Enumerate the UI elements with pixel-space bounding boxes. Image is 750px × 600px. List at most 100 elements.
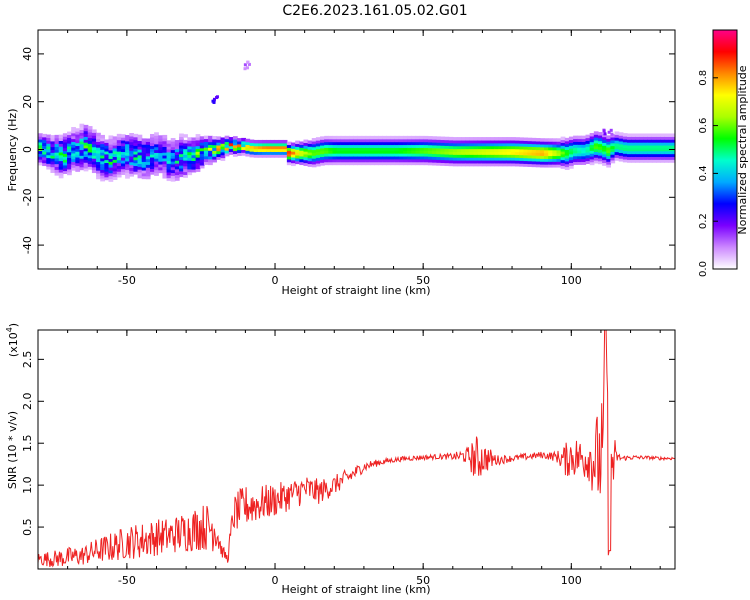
heatmap-cell <box>647 139 653 143</box>
heatmap-cell <box>448 145 454 149</box>
heatmap-cell <box>656 133 661 137</box>
heatmap-cell <box>216 150 222 155</box>
heatmap-cell <box>498 154 504 158</box>
heatmap-cell <box>203 138 209 142</box>
heatmap-cell <box>651 150 657 155</box>
heatmap-cell <box>208 161 213 166</box>
heatmap-cell <box>50 143 56 148</box>
heatmap-cell <box>62 170 68 174</box>
heatmap-cell <box>643 136 649 140</box>
heatmap-cell <box>203 155 209 160</box>
heatmap-cell <box>373 141 379 146</box>
heatmap-cell <box>278 154 284 158</box>
heatmap-cell <box>647 159 653 163</box>
heatmap-cell <box>444 139 450 144</box>
heatmap-cell <box>672 142 675 146</box>
heatmap-cell <box>149 151 155 155</box>
heatmap-cell <box>253 142 259 147</box>
heatmap-cell <box>357 155 363 160</box>
heatmap-cell <box>448 162 454 167</box>
heatmap-cell <box>83 159 89 163</box>
heatmap-cell <box>54 140 60 145</box>
heatmap-cell <box>145 144 151 148</box>
heatmap-cell <box>100 160 105 165</box>
heatmap-cell <box>75 145 81 149</box>
heatmap-cell <box>485 139 491 144</box>
heatmap-cell <box>174 168 180 173</box>
heatmap-cell <box>83 139 89 143</box>
heatmap-cell <box>610 157 616 161</box>
heatmap-cell <box>610 151 616 155</box>
heatmap-cell <box>307 140 313 144</box>
heatmap-cell <box>589 138 595 143</box>
heatmap-cell <box>635 156 641 160</box>
heatmap-cell <box>141 175 147 180</box>
heatmap-cell <box>216 147 222 152</box>
heatmap-cell <box>332 135 338 140</box>
heatmap-cell <box>382 161 388 166</box>
heatmap-cell <box>75 159 81 164</box>
heatmap-cell <box>535 149 541 153</box>
heatmap-cell <box>456 137 462 141</box>
heatmap-cell <box>87 157 93 162</box>
heatmap-cell <box>349 161 354 166</box>
heatmap-cell <box>282 145 288 150</box>
heatmap-cell <box>58 151 64 156</box>
heatmap-cell <box>668 136 674 140</box>
heatmap-cell <box>62 161 68 166</box>
heatmap-cell <box>170 155 176 159</box>
heatmap-cell <box>660 142 665 146</box>
heatmap-cell <box>133 171 139 175</box>
heatmap-cell <box>390 141 396 146</box>
heatmap-cell <box>498 145 504 150</box>
heatmap-cell <box>295 157 300 162</box>
heatmap-cell <box>469 157 475 161</box>
heatmap-cell <box>315 160 321 164</box>
heatmap-cell <box>83 165 89 169</box>
heatmap-cell <box>112 139 118 143</box>
heatmap-cell <box>112 173 118 178</box>
heatmap-cell <box>108 141 114 145</box>
heatmap-cell <box>407 147 412 151</box>
heatmap-cell <box>382 138 388 143</box>
heatmap-cell <box>174 142 180 147</box>
spectrogram-y-tick-label: 40 <box>21 47 34 61</box>
heatmap-cell <box>506 142 512 147</box>
heatmap-cell <box>552 138 558 142</box>
heatmap-cell <box>112 144 118 149</box>
heatmap-cell <box>614 140 620 144</box>
heatmap-cell <box>378 150 383 154</box>
heatmap-cell <box>174 174 180 178</box>
heatmap-cell <box>403 144 408 148</box>
heatmap-cell <box>75 154 81 158</box>
heatmap-cell <box>357 158 363 163</box>
heatmap-cell <box>581 149 587 154</box>
heatmap-cell <box>349 155 354 160</box>
heatmap-cell <box>137 134 143 139</box>
heatmap-cell <box>253 139 259 144</box>
heatmap-cell <box>403 158 408 163</box>
heatmap-cell <box>444 151 450 155</box>
heatmap-cell <box>299 150 305 154</box>
heatmap-cell <box>120 151 126 155</box>
heatmap-cell <box>577 144 582 148</box>
heatmap-cell <box>50 169 56 173</box>
heatmap-cell <box>643 156 649 160</box>
heatmap-cell <box>465 145 470 150</box>
heatmap-cell <box>42 133 47 138</box>
snr-frame <box>37 329 676 570</box>
heatmap-cell <box>187 160 193 164</box>
heatmap-cell <box>104 148 110 152</box>
heatmap-cell <box>274 139 280 144</box>
heatmap-cell <box>116 173 122 178</box>
heatmap-cell <box>539 143 545 148</box>
heatmap-cell <box>519 151 524 156</box>
heatmap-cell <box>357 141 363 146</box>
heatmap-cell <box>137 154 143 159</box>
heatmap-cell <box>158 143 164 148</box>
heatmap-cell <box>631 150 636 155</box>
heatmap-cell <box>386 155 392 160</box>
heatmap-cell <box>589 135 595 140</box>
heatmap-cell <box>510 142 516 147</box>
heatmap-cell <box>116 148 122 152</box>
